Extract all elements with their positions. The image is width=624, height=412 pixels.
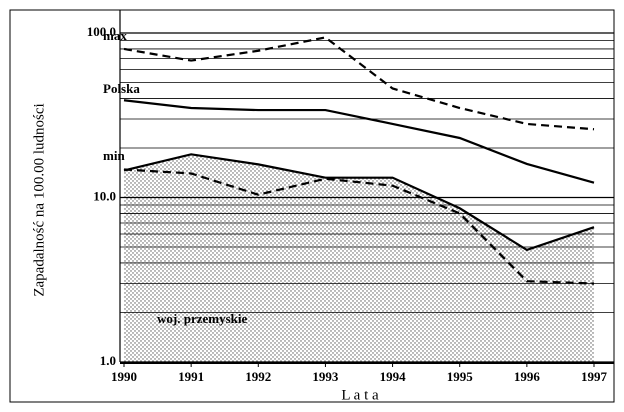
x-tick-label: 1994 [380,369,407,384]
series-label: max [103,28,127,43]
y-tick-label: 100.0 [87,24,116,39]
series-label: Polska [103,81,140,96]
frame [9,9,615,403]
series-line [123,99,595,184]
x-tick-label: 1991 [178,369,204,384]
x-tick-label: 1992 [245,369,271,384]
x-axis-title: L a t a [341,387,379,403]
y-axis-title: Zapadalność na 100.00 ludności [31,103,47,296]
y-tick-label: 1.0 [100,353,116,368]
series-label: woj. przemyskie [157,311,247,326]
series-label: min [103,148,125,163]
y-tick-label: 10.0 [93,188,116,203]
series-line [123,168,595,285]
series-line [123,153,595,252]
x-tick-label: 1993 [312,369,339,384]
x-tick-label: 1995 [447,369,474,384]
x-tick-label: 1997 [581,369,608,384]
area [124,154,594,362]
x-tick-label: 1996 [514,369,541,384]
series-line [123,36,595,131]
x-tick-label: 1990 [111,369,137,384]
